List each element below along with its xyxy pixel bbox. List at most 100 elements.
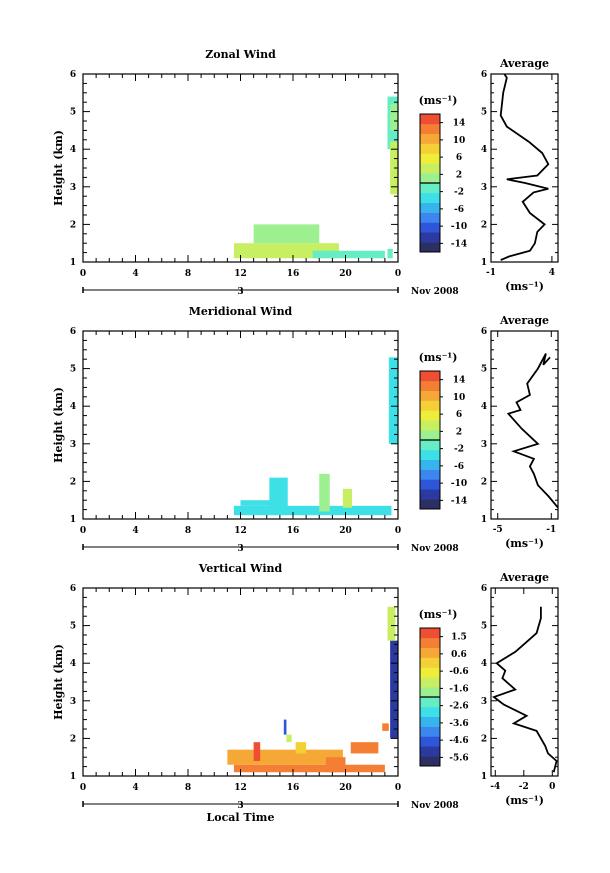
heatmap-cell bbox=[233, 764, 385, 773]
x-tick-label: 20 bbox=[339, 783, 352, 793]
heatmap-cell bbox=[253, 224, 320, 244]
date-label: 3 bbox=[237, 287, 243, 297]
colorbar-tick-label: 10 bbox=[453, 136, 466, 146]
colorbar-segment bbox=[420, 459, 440, 470]
y-tick-label: 4 bbox=[70, 659, 76, 669]
colorbar-tick-label: 2 bbox=[456, 427, 462, 437]
profile-y-tick-label: 3 bbox=[481, 697, 487, 707]
heatmap-cells bbox=[233, 357, 398, 516]
colorbar-segment bbox=[420, 400, 440, 411]
x-tick-label: 0 bbox=[395, 269, 401, 279]
colorbar-segment bbox=[420, 163, 440, 174]
colorbar-segment bbox=[420, 756, 440, 767]
colorbar-segment bbox=[420, 667, 440, 678]
profile-x-tick-label: -5 bbox=[493, 525, 503, 535]
profile-y-tick-label: 1 bbox=[481, 515, 487, 525]
profile-x-label: (ms⁻¹) bbox=[505, 280, 544, 293]
heatmap-cell bbox=[286, 734, 292, 743]
colorbar-segment bbox=[420, 222, 440, 233]
colorbar-segment bbox=[420, 687, 440, 698]
panel-title: Vertical Wind bbox=[198, 562, 283, 575]
y-tick-label: 5 bbox=[70, 108, 76, 118]
heatmap-cells bbox=[227, 606, 398, 773]
profile-y-tick-label: 3 bbox=[481, 183, 487, 193]
colorbar-segment bbox=[420, 183, 440, 194]
date-label: 3 bbox=[237, 544, 243, 554]
y-axis-label: Height (km) bbox=[52, 130, 65, 206]
y-tick-label: 2 bbox=[70, 734, 76, 744]
y-tick-label: 6 bbox=[70, 327, 76, 337]
colorbar-tick-label: 2 bbox=[456, 170, 462, 180]
colorbar-segment bbox=[420, 212, 440, 223]
heatmap-cell bbox=[342, 488, 353, 508]
y-axis-label: Height (km) bbox=[52, 387, 65, 463]
colorbar-segment bbox=[420, 371, 440, 382]
colorbar-segment bbox=[420, 173, 440, 184]
profile-title: Average bbox=[499, 571, 549, 584]
colorbar-tick-label: -5.6 bbox=[449, 753, 468, 763]
average-profile-line bbox=[499, 73, 550, 261]
profile-y-tick-label: 1 bbox=[481, 772, 487, 782]
colorbar-tick-label: 1.5 bbox=[451, 633, 467, 643]
profile-frame bbox=[490, 73, 559, 263]
profile-y-tick-label: 4 bbox=[481, 659, 487, 669]
colorbar-unit: (ms⁻¹) bbox=[419, 351, 458, 364]
profile-y-tick-label: 2 bbox=[481, 734, 487, 744]
heatmap-cell bbox=[350, 742, 379, 754]
heatmap-cell bbox=[387, 248, 393, 259]
heatmap-cells bbox=[233, 96, 398, 259]
colorbar-unit: (ms⁻¹) bbox=[419, 94, 458, 107]
colorbar-tick-label: 10 bbox=[453, 393, 466, 403]
colorbar-segment bbox=[420, 123, 440, 135]
profile-title: Average bbox=[499, 57, 549, 70]
colorbar-segment bbox=[420, 706, 440, 718]
y-tick-label: 3 bbox=[70, 440, 76, 450]
colorbar-tick-label: -4.6 bbox=[449, 736, 468, 746]
profile-y-tick-label: 5 bbox=[481, 622, 487, 632]
heatmap-cell bbox=[382, 723, 389, 731]
colorbar-segment bbox=[420, 430, 440, 441]
colorbar-segment bbox=[420, 469, 440, 480]
x-tick-label: 16 bbox=[287, 526, 300, 536]
profile-y-tick-label: 4 bbox=[481, 402, 487, 412]
x-tick-label: 4 bbox=[132, 783, 138, 793]
y-tick-label: 2 bbox=[70, 477, 76, 487]
colorbar-tick-label: 0.6 bbox=[451, 650, 467, 660]
colorbar-segment bbox=[420, 133, 440, 144]
profile-y-tick-label: 5 bbox=[481, 108, 487, 118]
colorbar-segment bbox=[420, 390, 440, 401]
x-tick-label: 4 bbox=[132, 269, 138, 279]
colorbar-tick-label: 6 bbox=[456, 153, 462, 163]
profile-y-tick-label: 4 bbox=[481, 145, 487, 155]
colorbar-tick-label: -3.6 bbox=[449, 719, 468, 729]
heatmap-cell bbox=[325, 757, 346, 773]
y-axis-label: Height (km) bbox=[52, 644, 65, 720]
colorbar-tick-label: -6 bbox=[454, 462, 464, 472]
profile-y-tick-label: 3 bbox=[481, 440, 487, 450]
month-label: Nov 2008 bbox=[411, 801, 459, 811]
y-tick-label: 3 bbox=[70, 183, 76, 193]
x-tick-label: 12 bbox=[234, 526, 247, 536]
x-tick-label: 0 bbox=[395, 783, 401, 793]
x-tick-label: 4 bbox=[132, 526, 138, 536]
colorbar-tick-label: -2 bbox=[454, 188, 464, 198]
heatmap-cell bbox=[390, 104, 398, 131]
colorbar-tick-label: -0.6 bbox=[449, 667, 468, 677]
colorbar-segment bbox=[420, 637, 440, 649]
heatmap-cell bbox=[390, 640, 398, 739]
colorbar-segment bbox=[420, 143, 440, 154]
colorbar-segment bbox=[420, 380, 440, 392]
x-tick-label: 8 bbox=[185, 526, 191, 536]
colorbar-segment bbox=[420, 153, 440, 164]
colorbar-tick-label: -6 bbox=[454, 205, 464, 215]
heatmap-cell bbox=[253, 742, 261, 761]
month-label: Nov 2008 bbox=[411, 544, 459, 554]
colorbar-segment bbox=[420, 499, 440, 510]
colorbar-tick-label: 14 bbox=[453, 376, 466, 386]
heatmap-cell bbox=[227, 749, 343, 765]
profile-y-tick-label: 5 bbox=[481, 365, 487, 375]
colorbar-tick-label: -1.6 bbox=[449, 684, 468, 694]
colorbar-segment bbox=[420, 697, 440, 708]
colorbar-segment bbox=[420, 202, 440, 213]
profile-y-tick-label: 1 bbox=[481, 258, 487, 268]
